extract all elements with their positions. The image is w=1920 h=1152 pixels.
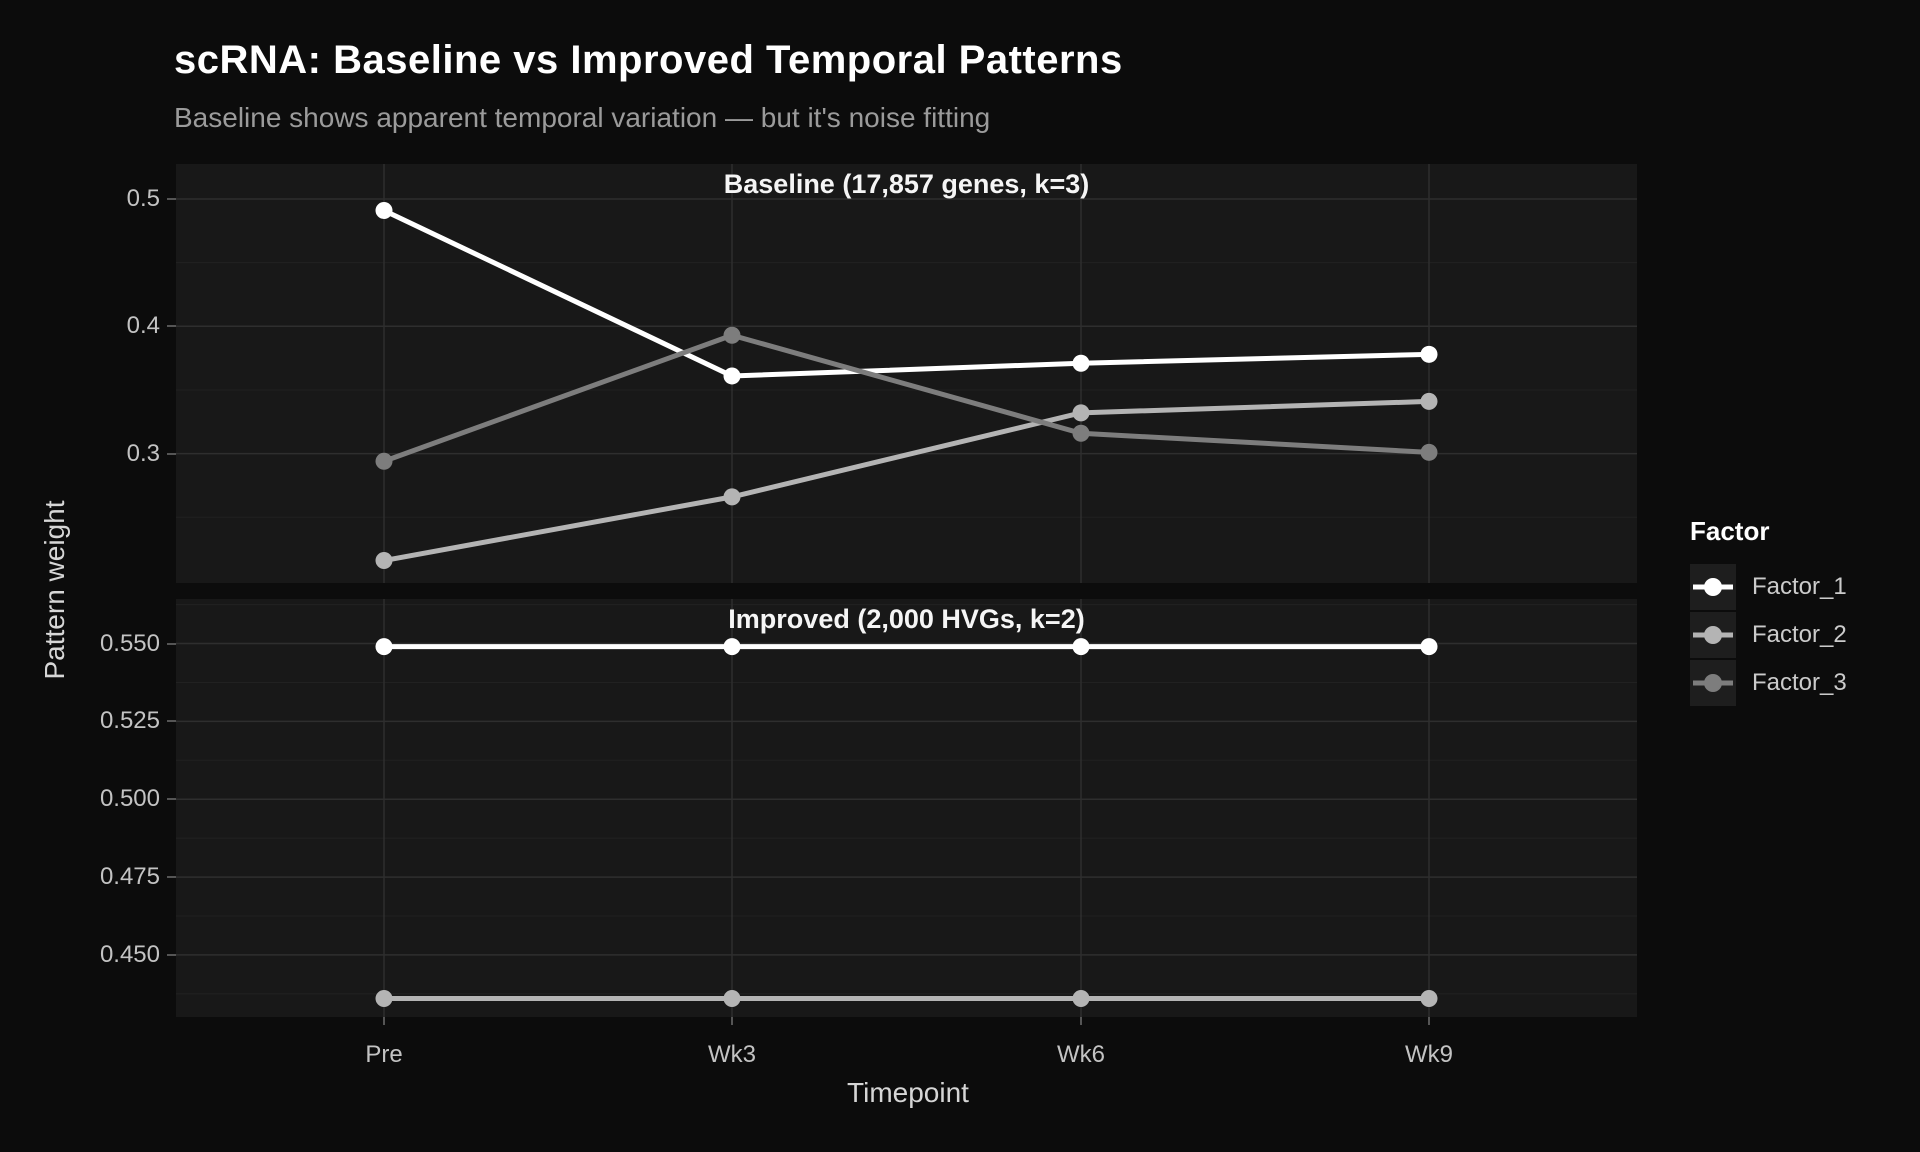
legend-item-label: Factor_2: [1752, 620, 1847, 648]
data-point-Factor_1-Wk6: [1072, 638, 1090, 656]
legend-key-point: [1704, 577, 1722, 596]
data-point-Factor_2-Wk9: [1420, 990, 1438, 1008]
y-tick-label: 0.450: [99, 941, 160, 968]
legend-key-point: [1704, 625, 1722, 644]
y-tickmark: [167, 643, 176, 645]
data-point-Factor_2-Wk6: [1072, 404, 1090, 422]
x-tick-label: Wk9: [1405, 1041, 1453, 1068]
y-tick-label: 0.5: [126, 185, 160, 212]
y-tickmark: [167, 198, 176, 200]
factor2-legend-key-icon: [1690, 611, 1736, 658]
page-subtitle: Baseline shows apparent temporal variati…: [174, 102, 991, 133]
series-line-Factor_2: [383, 398, 1430, 563]
x-tickmark: [731, 1017, 733, 1025]
y-tick-label: 0.4: [126, 312, 160, 339]
y-tickmark: [167, 876, 176, 878]
series-line-Factor_3: [383, 332, 1430, 464]
factor3-legend-key-icon: [1690, 659, 1736, 706]
data-point-Factor_3-Wk9: [1420, 443, 1438, 461]
data-point-Factor_3-Wk3: [723, 326, 741, 344]
x-axis-title: Timepoint: [847, 1077, 969, 1108]
y-tickmark: [167, 798, 176, 800]
y-tickmark: [167, 720, 176, 722]
facet-strip-improved: Improved (2,000 HVGs, k=2): [728, 604, 1085, 634]
improved-plot-area: [176, 599, 1637, 1017]
x-tickmark: [1428, 1017, 1430, 1025]
data-point-Factor_2-Wk9: [1420, 392, 1438, 410]
facet-strip-baseline: Baseline (17,857 genes, k=3): [723, 169, 1090, 199]
data-point-Factor_3-Wk6: [1072, 424, 1090, 442]
data-point-Factor_1-Pre: [375, 638, 393, 656]
y-tickmark: [167, 453, 176, 455]
baseline-plot-area: [176, 164, 1637, 583]
data-point-Factor_1-Pre: [375, 201, 393, 219]
x-tick-label: Pre: [365, 1041, 403, 1068]
legend-item-label: Factor_3: [1752, 668, 1847, 696]
data-point-Factor_2-Wk3: [723, 990, 741, 1008]
y-tick-label: 0.525: [99, 707, 160, 734]
legend-item-factor2: Factor_2: [1690, 611, 1910, 658]
x-tick-label: Wk3: [708, 1041, 756, 1068]
legend-item-factor3: Factor_3: [1690, 659, 1910, 706]
legend-title: Factor: [1690, 516, 1770, 546]
y-tick-label: 0.500: [99, 785, 160, 812]
page-title: scRNA: Baseline vs Improved Temporal Pat…: [174, 38, 1123, 82]
data-point-Factor_3-Pre: [375, 452, 393, 470]
factor1-legend-key-icon: [1690, 563, 1736, 610]
x-tickmark: [1080, 1017, 1082, 1025]
y-tick-label: 0.475: [99, 863, 160, 890]
data-point-Factor_1-Wk9: [1420, 345, 1438, 363]
legend-item-factor1: Factor_1: [1690, 563, 1910, 610]
y-tick-label: 0.3: [126, 440, 160, 467]
facet-panel-improved: Improved (2,000 HVGs, k=2): [176, 599, 1637, 1017]
legend-item-label: Factor_1: [1752, 572, 1847, 600]
legend: Factor Factor_1 Factor_2 Factor_3: [1690, 516, 1910, 707]
x-tickmark: [383, 1017, 385, 1025]
data-point-Factor_2-Pre: [375, 552, 393, 570]
y-tickmark: [167, 325, 176, 327]
legend-key-point: [1704, 673, 1722, 692]
y-tick-label: 0.550: [99, 630, 160, 657]
data-point-Factor_2-Wk6: [1072, 990, 1090, 1008]
data-point-Factor_2-Wk3: [723, 488, 741, 506]
x-tick-label: Wk6: [1057, 1041, 1105, 1068]
y-axis-title: Pattern weight: [39, 500, 70, 680]
data-point-Factor_2-Pre: [375, 990, 393, 1008]
data-point-Factor_1-Wk9: [1420, 638, 1438, 656]
y-tickmark: [167, 954, 176, 956]
facet-panel-baseline: Baseline (17,857 genes, k=3): [176, 164, 1637, 583]
data-point-Factor_1-Wk6: [1072, 354, 1090, 372]
series-line-Factor_1: [382, 208, 1430, 379]
data-point-Factor_1-Wk3: [723, 367, 741, 385]
data-point-Factor_1-Wk3: [723, 638, 741, 656]
